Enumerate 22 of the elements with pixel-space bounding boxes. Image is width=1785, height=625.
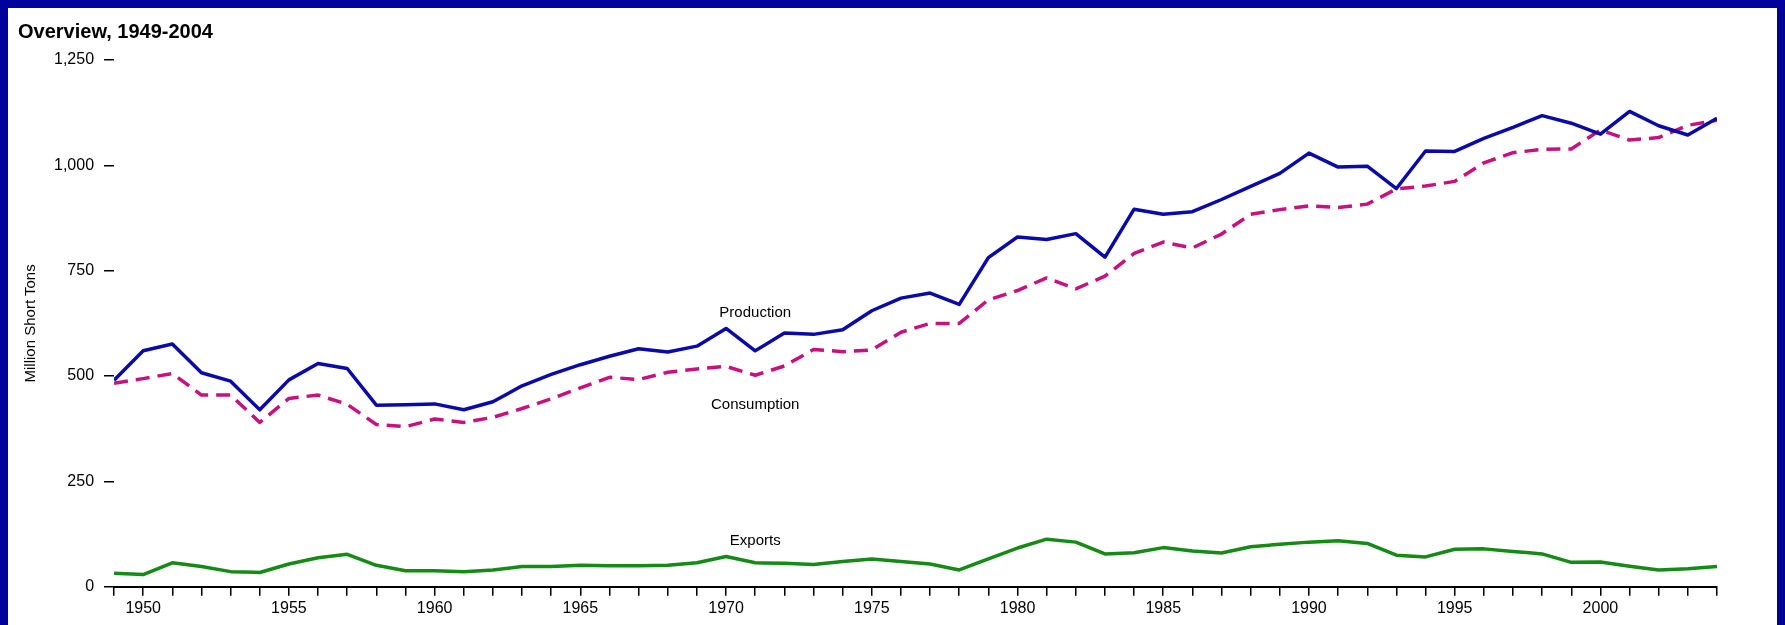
x-tick-label: 1980 (999, 598, 1036, 616)
x-tick-label: 1955 (271, 598, 307, 616)
x-tick-label: 1960 (416, 598, 453, 616)
x-tick-label: 1970 (708, 598, 744, 616)
x-tick-label: 1985 (1145, 598, 1182, 616)
series-label: Production (719, 302, 792, 320)
x-tick-label: 1975 (854, 598, 890, 616)
series-label: Exports (729, 530, 781, 548)
chart-title: Overview, 1949-2004 (18, 19, 214, 42)
y-tick-label: 1,250 (53, 50, 95, 68)
x-tick-label: 1965 (562, 598, 599, 616)
x-tick-label: 1995 (1436, 598, 1473, 616)
y-axis-title: Million Short Tons (21, 264, 39, 383)
y-tick-label: 1,000 (53, 155, 95, 173)
y-tick-label: 500 (67, 366, 95, 384)
x-tick-label: 1990 (1291, 598, 1327, 616)
series-label: Consumption (711, 395, 800, 413)
y-tick-label: 250 (67, 471, 95, 489)
x-tick-label: 1950 (125, 598, 162, 616)
y-tick-label: 750 (67, 261, 95, 279)
y-tick-label: 0 (85, 577, 95, 595)
x-tick-label: 2000 (1582, 598, 1619, 616)
